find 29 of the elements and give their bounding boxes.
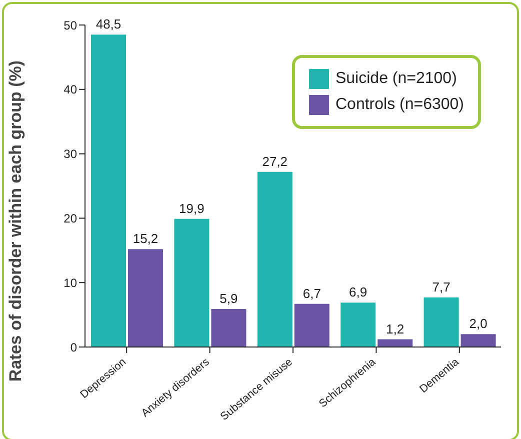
y-tick-label: 10 <box>64 276 78 290</box>
data-label: 27,2 <box>262 154 288 169</box>
y-tick-label: 0 <box>70 340 78 354</box>
y-axis-title: Rates of disorder within each group (%) <box>6 60 26 382</box>
data-label: 5,9 <box>220 291 238 306</box>
bar <box>257 172 292 347</box>
bar <box>128 249 163 347</box>
bar <box>460 334 496 347</box>
data-label: 15,2 <box>132 231 158 246</box>
y-tick-label: 30 <box>64 147 78 162</box>
data-label: 1,2 <box>386 321 404 336</box>
bar <box>174 218 210 347</box>
y-tick-label: 40 <box>64 82 78 97</box>
data-label: 48,5 <box>96 16 122 32</box>
data-label: 6,9 <box>349 284 368 300</box>
legend-label: Suicide (n=2100) <box>335 69 457 89</box>
legend-label: Controls (n=6300) <box>335 95 464 115</box>
bar <box>340 302 376 347</box>
data-label: 7,7 <box>432 279 450 294</box>
y-tick-label: 20 <box>64 211 78 226</box>
bar <box>211 309 246 347</box>
bar <box>91 34 126 347</box>
bar <box>294 304 330 347</box>
y-tick-label: 50 <box>64 18 78 32</box>
data-label: 19,9 <box>179 200 204 216</box>
bar <box>424 297 459 347</box>
bar <box>378 339 413 347</box>
data-label: 2,0 <box>469 316 488 332</box>
data-label: 6,7 <box>302 286 321 301</box>
